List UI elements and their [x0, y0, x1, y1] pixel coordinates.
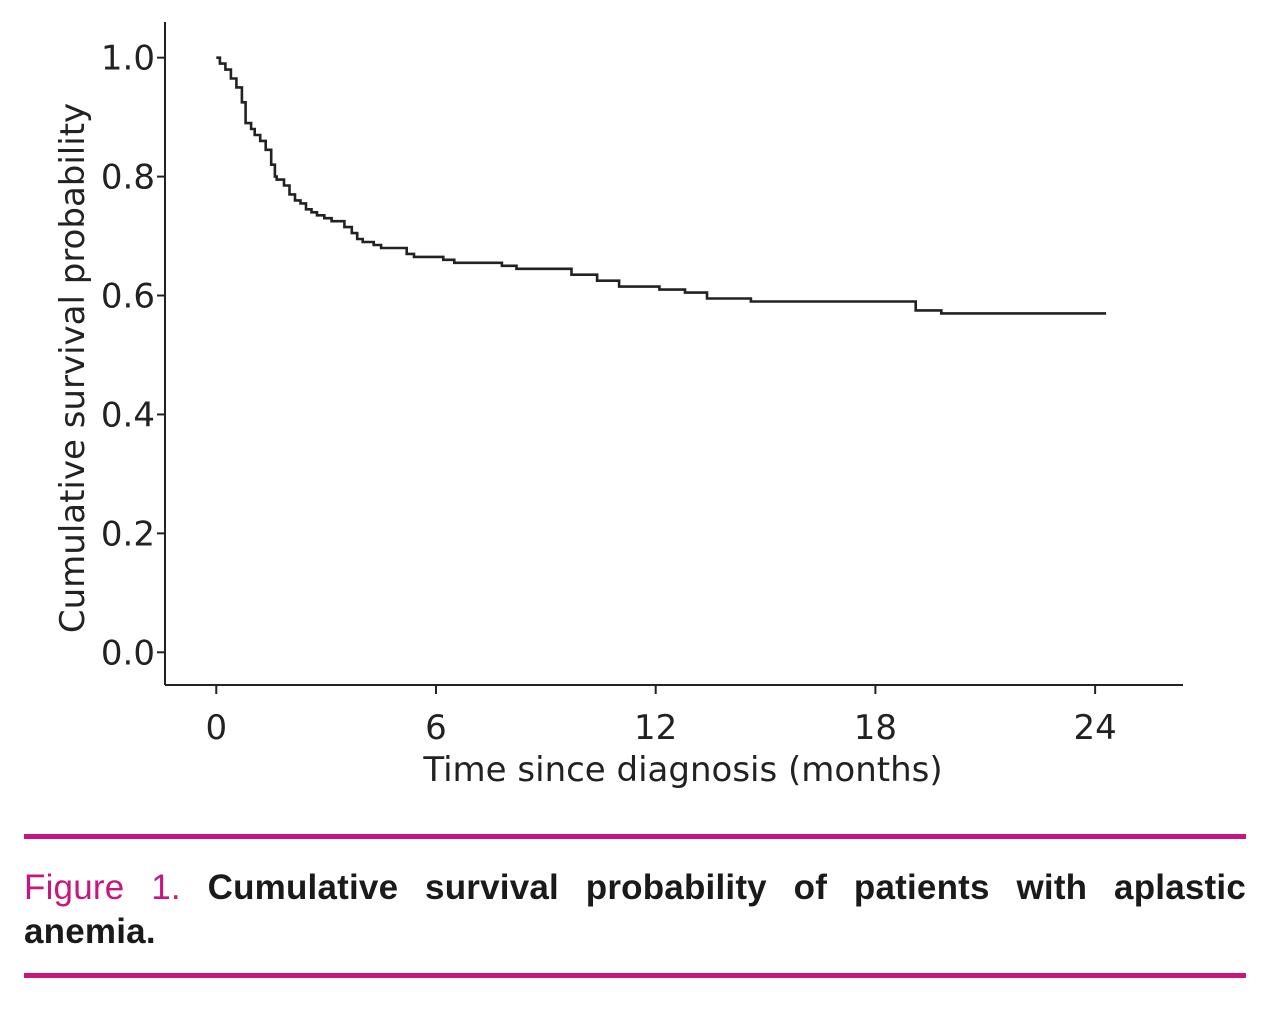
x-axis-ticks: 0 6 12 18 24	[205, 685, 1117, 748]
survival-chart: 0.0 0.2 0.4 0.6 0.8 1.0 0 6 12 18 24 Cumulative s…	[53, 22, 1183, 790]
x-tick-label: 18	[854, 708, 897, 748]
x-tick-label: 24	[1073, 708, 1116, 748]
caption-text: Cumulative survival probability of patie…	[24, 868, 1246, 951]
y-tick-label: 0.4	[101, 395, 155, 435]
survival-curve	[216, 56, 1107, 315]
x-axis-label: Time since diagnosis (months)	[422, 750, 942, 790]
caption-rule-top	[24, 834, 1246, 839]
y-tick-label: 1.0	[101, 39, 155, 79]
y-axis-label: Cumulative survival probability	[53, 103, 93, 633]
figure-caption: Figure 1. Cumulative survival probabilit…	[24, 866, 1246, 954]
y-axis-ticks: 0.0 0.2 0.4 0.6 0.8 1.0	[101, 39, 165, 673]
y-tick-label: 0.6	[101, 277, 155, 317]
x-tick-label: 12	[634, 708, 677, 748]
x-tick-label: 0	[205, 708, 227, 748]
x-tick-label: 6	[425, 708, 447, 748]
y-tick-label: 0.0	[101, 633, 155, 673]
y-tick-label: 0.2	[101, 514, 155, 554]
caption-label: Figure 1.	[24, 868, 181, 907]
caption-rule-bottom	[24, 973, 1246, 978]
y-tick-label: 0.8	[101, 158, 155, 198]
axes	[164, 22, 1183, 686]
